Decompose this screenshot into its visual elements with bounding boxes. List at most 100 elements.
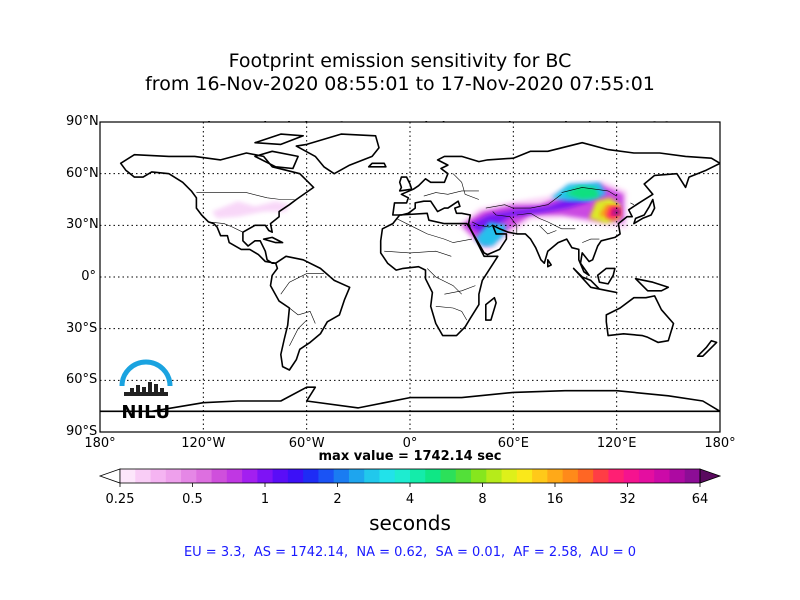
x-tick-label: 180°	[704, 436, 736, 451]
coast-south-america	[269, 255, 351, 371]
colorbar-swatch	[623, 469, 640, 483]
nilu-logo-mark	[119, 359, 173, 396]
logo-arc	[119, 359, 173, 387]
logo-text: NILU	[121, 402, 171, 423]
colorbar-swatch	[410, 469, 426, 483]
border-16	[492, 211, 518, 234]
max-value-label: max value = 1742.14 sec	[318, 449, 502, 464]
colorbar-swatch	[486, 469, 503, 483]
map-background	[100, 122, 720, 432]
x-tick-label: 120°E	[596, 436, 637, 451]
colorbar-swatch	[211, 469, 228, 483]
plume-band-3	[468, 196, 591, 233]
border-11	[452, 173, 480, 200]
chart-title: Footprint emission sensitivity for BC	[228, 50, 572, 72]
coast-ellesmere	[254, 133, 304, 146]
colorbar-swatch	[532, 469, 548, 483]
colorbar-swatch	[242, 469, 258, 483]
plume-band-10	[611, 208, 621, 215]
colorbar-extend-high	[699, 468, 722, 484]
colorbar-swatch	[547, 469, 564, 483]
border-13	[561, 187, 617, 197]
border-15	[538, 225, 557, 235]
coast-new-zealand	[696, 339, 718, 357]
colorbar-swatch	[425, 469, 442, 483]
colorbar-swatch	[577, 469, 594, 483]
colorbar-swatch	[165, 469, 182, 483]
colorbar-swatch	[181, 469, 197, 483]
border-12	[485, 194, 562, 209]
colorbar-swatch	[257, 469, 274, 483]
colorbar-swatch	[272, 469, 289, 483]
y-tick-label: 90°S	[66, 424, 98, 439]
x-tick-label: 60°E	[497, 436, 529, 451]
colorbar-swatch	[150, 469, 167, 483]
colorbar-swatch	[593, 469, 610, 483]
colorbar-swatch	[684, 469, 701, 483]
colorbar-tick-label: 1	[260, 492, 270, 507]
colorbar-tick-label: 16	[546, 492, 564, 507]
coast-madagascar	[485, 296, 497, 321]
colorbar-label: seconds	[369, 511, 451, 535]
coast-eurasia	[392, 141, 720, 277]
colorbar-swatch	[303, 469, 320, 483]
colorbar-swatch	[455, 469, 472, 483]
colorbar-tick-label: 32	[619, 492, 636, 507]
colorbar-swatch	[654, 469, 671, 483]
border-1	[208, 221, 244, 233]
region-totals: EU = 3.3, AS = 1742.14, NA = 0.62, SA = …	[183, 545, 637, 560]
colorbar-swatch	[333, 469, 350, 483]
border-8	[435, 306, 468, 321]
colorbar-swatch	[440, 469, 457, 483]
colorbar-swatch	[226, 469, 243, 483]
y-tick-label: 90°N	[66, 114, 99, 129]
colorbar-tick-label: 0.5	[182, 492, 203, 507]
border-7	[426, 268, 462, 295]
colorbar-swatch	[379, 469, 396, 483]
border-10	[423, 190, 479, 197]
colorbar-swatch	[471, 469, 487, 483]
colorbar-swatch	[638, 469, 655, 483]
coast-greenland	[295, 133, 380, 175]
coast-baffin	[254, 150, 299, 170]
colorbar-tick-label: 4	[405, 492, 415, 507]
colorbar-swatch	[196, 469, 213, 483]
border-17	[471, 221, 493, 228]
x-tick-label: 120°W	[181, 436, 226, 451]
coast-africa	[379, 212, 499, 337]
colorbar-extend-low	[98, 468, 121, 484]
y-tick-label: 30°S	[66, 320, 98, 336]
chart-subtitle-dates: from 16-Nov-2020 08:55:01 to 17-Nov-2020…	[145, 73, 655, 95]
border-9	[444, 285, 476, 295]
colorbar-swatch	[516, 469, 533, 483]
colorbar-tick-label: 2	[333, 492, 342, 507]
coast-antarctica	[100, 386, 720, 413]
colorbar-tick-label: 0.25	[105, 492, 135, 507]
border-2	[289, 307, 316, 324]
plume-band-0	[211, 201, 290, 219]
border-19	[630, 202, 635, 205]
coast-iceland	[367, 162, 387, 168]
coast-indonesia	[572, 267, 618, 294]
colorbar-swatch	[348, 469, 365, 483]
coast-british-isles	[398, 176, 413, 192]
colorbar-swatch	[669, 469, 686, 483]
coast-new-guinea	[634, 277, 670, 292]
colorbar-swatch	[287, 469, 304, 483]
border-14	[516, 212, 576, 230]
y-tick-label: 30°N	[66, 217, 99, 233]
border-0	[196, 192, 295, 200]
map-frame	[99, 121, 721, 433]
colorbar-tick-label: 8	[478, 492, 487, 507]
colorbar-swatch	[608, 469, 625, 483]
border-6	[384, 250, 452, 257]
colorbar-swatch	[501, 469, 518, 483]
coast-borneo	[596, 267, 616, 285]
coast-cuba	[262, 236, 284, 244]
border-3	[280, 273, 324, 295]
x-tick-label: 60°W	[288, 436, 325, 451]
x-tick-label: 0°	[402, 436, 418, 451]
y-tick-label: 60°N	[66, 165, 99, 181]
colorbar-swatch	[394, 469, 411, 483]
